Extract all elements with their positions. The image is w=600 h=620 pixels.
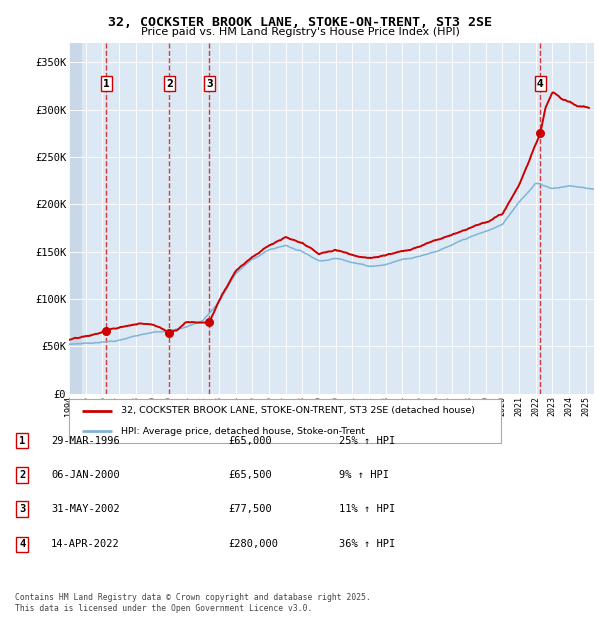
- Text: 36% ↑ HPI: 36% ↑ HPI: [339, 539, 395, 549]
- Text: 1: 1: [103, 79, 110, 89]
- Text: 31-MAY-2002: 31-MAY-2002: [51, 504, 120, 514]
- Text: 32, COCKSTER BROOK LANE, STOKE-ON-TRENT, ST3 2SE: 32, COCKSTER BROOK LANE, STOKE-ON-TRENT,…: [108, 16, 492, 29]
- Text: 2: 2: [19, 470, 25, 480]
- Text: Price paid vs. HM Land Registry's House Price Index (HPI): Price paid vs. HM Land Registry's House …: [140, 27, 460, 37]
- Text: 32, COCKSTER BROOK LANE, STOKE-ON-TRENT, ST3 2SE (detached house): 32, COCKSTER BROOK LANE, STOKE-ON-TRENT,…: [121, 406, 475, 415]
- Text: £65,000: £65,000: [228, 436, 272, 446]
- Bar: [69, 43, 81, 394]
- Text: 3: 3: [19, 504, 25, 514]
- Text: 25% ↑ HPI: 25% ↑ HPI: [339, 436, 395, 446]
- Text: 1: 1: [19, 436, 25, 446]
- Text: HPI: Average price, detached house, Stoke-on-Trent: HPI: Average price, detached house, Stok…: [121, 427, 365, 436]
- Text: £65,500: £65,500: [228, 470, 272, 480]
- Text: 29-MAR-1996: 29-MAR-1996: [51, 436, 120, 446]
- Text: Contains HM Land Registry data © Crown copyright and database right 2025.
This d: Contains HM Land Registry data © Crown c…: [15, 593, 371, 613]
- FancyBboxPatch shape: [69, 399, 501, 443]
- Text: 2: 2: [166, 79, 173, 89]
- Text: 4: 4: [19, 539, 25, 549]
- Text: 14-APR-2022: 14-APR-2022: [51, 539, 120, 549]
- Text: 3: 3: [206, 79, 213, 89]
- Text: 9% ↑ HPI: 9% ↑ HPI: [339, 470, 389, 480]
- Text: 06-JAN-2000: 06-JAN-2000: [51, 470, 120, 480]
- Text: £77,500: £77,500: [228, 504, 272, 514]
- Text: £280,000: £280,000: [228, 539, 278, 549]
- Text: 4: 4: [537, 79, 544, 89]
- Text: 11% ↑ HPI: 11% ↑ HPI: [339, 504, 395, 514]
